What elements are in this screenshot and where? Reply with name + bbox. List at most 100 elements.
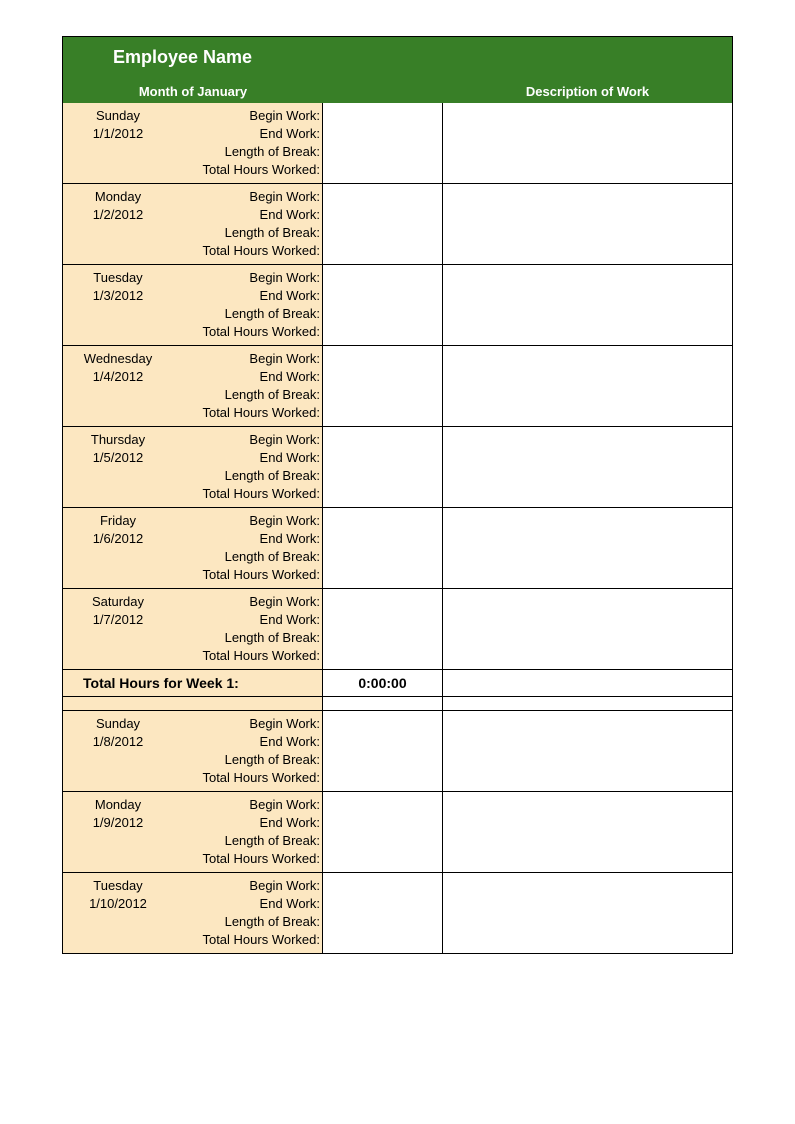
date: 1/6/2012 <box>63 530 173 548</box>
row-label: Begin Work: <box>173 350 320 368</box>
date: 1/7/2012 <box>63 611 173 629</box>
week1-total-label: Total Hours for Week 1: <box>63 670 323 696</box>
weekday: Saturday <box>63 593 173 611</box>
day-desc-cell[interactable] <box>443 508 732 588</box>
day-desc-cell[interactable] <box>443 711 732 791</box>
day-hours-cell[interactable] <box>323 427 443 507</box>
day-hours-cell[interactable] <box>323 103 443 183</box>
day-desc-cell[interactable] <box>443 589 732 669</box>
day-hours-cell[interactable] <box>323 265 443 345</box>
row-label: Begin Work: <box>173 796 320 814</box>
day-block: Sunday1/8/2012Begin Work:End Work:Length… <box>63 711 732 792</box>
row-label: Length of Break: <box>173 629 320 647</box>
day-date: Monday1/9/2012 <box>63 792 173 872</box>
day-desc-cell[interactable] <box>443 873 732 953</box>
day-labels: Begin Work:End Work:Length of Break:Tota… <box>173 508 322 588</box>
row-label: End Work: <box>173 206 320 224</box>
timesheet: Employee Name Month of January Descripti… <box>62 36 733 954</box>
week-spacer <box>63 697 732 711</box>
day-block: Monday1/2/2012Begin Work:End Work:Length… <box>63 184 732 265</box>
row-label: Begin Work: <box>173 269 320 287</box>
day-block: Tuesday1/3/2012Begin Work:End Work:Lengt… <box>63 265 732 346</box>
weekday: Tuesday <box>63 877 173 895</box>
day-labels: Begin Work:End Work:Length of Break:Tota… <box>173 346 322 426</box>
date: 1/4/2012 <box>63 368 173 386</box>
day-hours-cell[interactable] <box>323 792 443 872</box>
date: 1/1/2012 <box>63 125 173 143</box>
day-hours-cell[interactable] <box>323 346 443 426</box>
row-label: Length of Break: <box>173 143 320 161</box>
weekday: Monday <box>63 188 173 206</box>
day-hours-cell[interactable] <box>323 711 443 791</box>
day-hours-cell[interactable] <box>323 508 443 588</box>
weekday: Tuesday <box>63 269 173 287</box>
row-label: End Work: <box>173 125 320 143</box>
row-label: Length of Break: <box>173 913 320 931</box>
day-desc-cell[interactable] <box>443 792 732 872</box>
day-labels: Begin Work:End Work:Length of Break:Tota… <box>173 427 322 507</box>
day-block: Sunday1/1/2012Begin Work:End Work:Length… <box>63 103 732 184</box>
day-desc-cell[interactable] <box>443 265 732 345</box>
row-label: Begin Work: <box>173 877 320 895</box>
day-left: Tuesday1/3/2012Begin Work:End Work:Lengt… <box>63 265 323 345</box>
day-left: Monday1/9/2012Begin Work:End Work:Length… <box>63 792 323 872</box>
day-date: Tuesday1/3/2012 <box>63 265 173 345</box>
day-desc-cell[interactable] <box>443 427 732 507</box>
row-label: Begin Work: <box>173 431 320 449</box>
week1-total-row: Total Hours for Week 1: 0:00:00 <box>63 670 732 697</box>
date: 1/10/2012 <box>63 895 173 913</box>
day-block: Tuesday1/10/2012Begin Work:End Work:Leng… <box>63 873 732 953</box>
date: 1/3/2012 <box>63 287 173 305</box>
row-label: Begin Work: <box>173 512 320 530</box>
row-label: Total Hours Worked: <box>173 404 320 422</box>
day-block: Thursday1/5/2012Begin Work:End Work:Leng… <box>63 427 732 508</box>
day-left: Tuesday1/10/2012Begin Work:End Work:Leng… <box>63 873 323 953</box>
day-date: Friday1/6/2012 <box>63 508 173 588</box>
row-label: Length of Break: <box>173 467 320 485</box>
day-block: Friday1/6/2012Begin Work:End Work:Length… <box>63 508 732 589</box>
date: 1/8/2012 <box>63 733 173 751</box>
row-label: Total Hours Worked: <box>173 769 320 787</box>
day-date: Thursday1/5/2012 <box>63 427 173 507</box>
row-label: Begin Work: <box>173 715 320 733</box>
day-hours-cell[interactable] <box>323 589 443 669</box>
day-hours-cell[interactable] <box>323 873 443 953</box>
day-labels: Begin Work:End Work:Length of Break:Tota… <box>173 265 322 345</box>
header: Employee Name Month of January Descripti… <box>63 37 732 103</box>
row-label: Length of Break: <box>173 832 320 850</box>
day-labels: Begin Work:End Work:Length of Break:Tota… <box>173 184 322 264</box>
day-left: Thursday1/5/2012Begin Work:End Work:Leng… <box>63 427 323 507</box>
day-date: Wednesday1/4/2012 <box>63 346 173 426</box>
day-block: Saturday1/7/2012Begin Work:End Work:Leng… <box>63 589 732 670</box>
day-left: Wednesday1/4/2012Begin Work:End Work:Len… <box>63 346 323 426</box>
weekday: Friday <box>63 512 173 530</box>
day-desc-cell[interactable] <box>443 184 732 264</box>
row-label: End Work: <box>173 611 320 629</box>
weekday: Monday <box>63 796 173 814</box>
weekday: Thursday <box>63 431 173 449</box>
day-date: Tuesday1/10/2012 <box>63 873 173 953</box>
day-left: Saturday1/7/2012Begin Work:End Work:Leng… <box>63 589 323 669</box>
row-label: Total Hours Worked: <box>173 850 320 868</box>
day-desc-cell[interactable] <box>443 346 732 426</box>
day-date: Sunday1/8/2012 <box>63 711 173 791</box>
row-label: Total Hours Worked: <box>173 647 320 665</box>
desc-label: Description of Work <box>443 84 732 99</box>
day-labels: Begin Work:End Work:Length of Break:Tota… <box>173 711 322 791</box>
day-left: Sunday1/1/2012Begin Work:End Work:Length… <box>63 103 323 183</box>
row-label: Begin Work: <box>173 593 320 611</box>
row-label: Begin Work: <box>173 107 320 125</box>
row-label: Total Hours Worked: <box>173 931 320 949</box>
day-hours-cell[interactable] <box>323 184 443 264</box>
row-label: End Work: <box>173 449 320 467</box>
row-label: Length of Break: <box>173 224 320 242</box>
day-left: Sunday1/8/2012Begin Work:End Work:Length… <box>63 711 323 791</box>
date: 1/2/2012 <box>63 206 173 224</box>
row-label: Total Hours Worked: <box>173 242 320 260</box>
row-label: Total Hours Worked: <box>173 485 320 503</box>
day-desc-cell[interactable] <box>443 103 732 183</box>
date: 1/9/2012 <box>63 814 173 832</box>
hours-col-header <box>323 84 443 99</box>
day-date: Monday1/2/2012 <box>63 184 173 264</box>
day-left: Friday1/6/2012Begin Work:End Work:Length… <box>63 508 323 588</box>
